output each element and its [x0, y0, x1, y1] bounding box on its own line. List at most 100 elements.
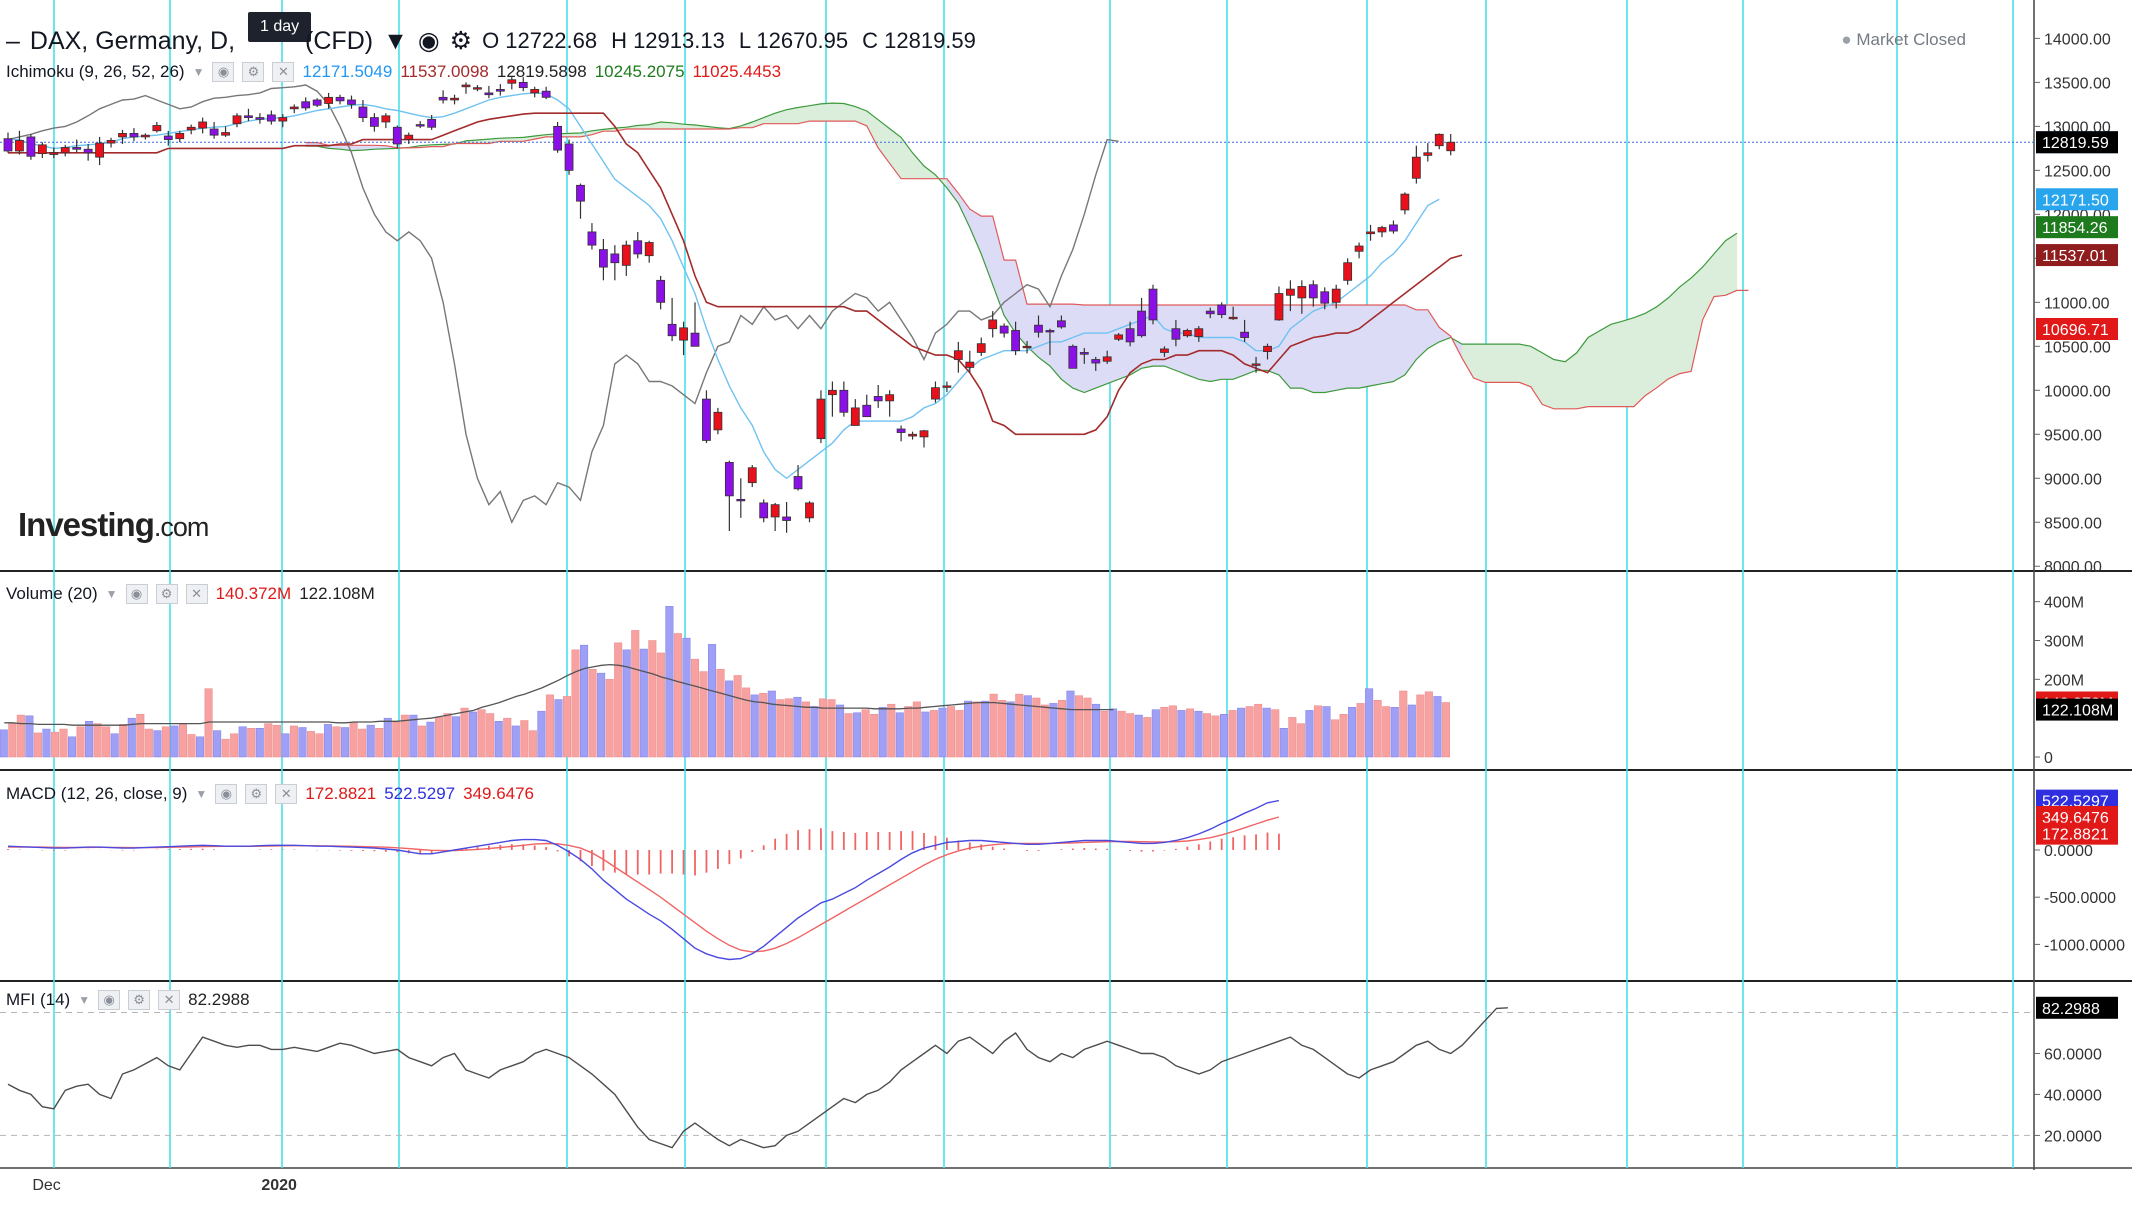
cloud-segment [1622, 317, 1635, 407]
cloud-segment [1370, 304, 1383, 387]
volume-bar [1023, 695, 1032, 758]
symbol-suffix: (CFD) [305, 26, 374, 55]
cloud-segment [1255, 304, 1268, 371]
volume-bar [221, 738, 230, 758]
price-label-text: 172.8821 [2042, 827, 2109, 844]
cloud-segment [1656, 297, 1669, 389]
candle [770, 502, 780, 532]
volume-bar [426, 721, 435, 758]
volume-bar [981, 700, 990, 758]
close-icon[interactable]: ✕ [272, 62, 295, 82]
candle [587, 223, 597, 250]
volume-bar [1382, 706, 1391, 758]
volume-bar [511, 725, 520, 758]
cloud-segment [1232, 304, 1245, 380]
volume-bar [400, 714, 409, 758]
axis-tick-label: 0.0000 [2044, 843, 2093, 860]
candle [599, 238, 608, 281]
volume-bar [725, 680, 734, 758]
chevron-down-icon[interactable]: ▼ [383, 26, 408, 55]
volume-bar [1271, 709, 1280, 758]
volume-bar [469, 711, 478, 758]
cloud-segment [1484, 343, 1497, 383]
candle [140, 133, 150, 140]
volume-bar [443, 713, 452, 758]
volume-bar [1040, 704, 1049, 758]
volume-bar [998, 700, 1007, 758]
candle [988, 311, 998, 338]
volume-bar [1399, 690, 1408, 758]
kijun-value: 11537.0098 [400, 62, 489, 81]
span-b-value: 11025.4453 [692, 62, 782, 81]
candle [1377, 225, 1387, 238]
candle [702, 390, 711, 444]
candle [106, 137, 116, 148]
gear-icon[interactable]: ⚙ [128, 990, 151, 1010]
chevron-down-icon[interactable]: ▼ [105, 587, 118, 601]
gear-icon[interactable]: ⚙ [449, 27, 473, 55]
volume-value: 140.372M [215, 584, 292, 603]
candle [1263, 343, 1272, 360]
candle [644, 240, 654, 263]
cloud-segment [820, 102, 833, 122]
volume-bar [921, 711, 930, 758]
volume-bar [1441, 702, 1450, 758]
volume-bar [1143, 717, 1152, 758]
volume-bar [76, 726, 85, 758]
gear-icon[interactable]: ⚙ [155, 584, 178, 604]
volume-bar [682, 637, 691, 758]
price-label-text: 122.108M [2042, 703, 2113, 720]
close-icon[interactable]: ✕ [185, 584, 208, 604]
cloud-segment [1095, 304, 1108, 389]
candle [862, 394, 872, 418]
eye-icon[interactable]: ◉ [417, 27, 440, 55]
candle [507, 77, 517, 90]
candle [1411, 145, 1421, 184]
volume-bar [315, 733, 324, 758]
candle [1160, 346, 1169, 357]
candle [1251, 356, 1261, 373]
candle [850, 399, 860, 426]
chevron-down-icon[interactable]: ▼ [195, 787, 208, 801]
volume-bar [434, 717, 443, 758]
eye-icon[interactable]: ◉ [215, 784, 238, 804]
volume-bar [1049, 703, 1058, 758]
candle [621, 240, 631, 276]
volume-bar [366, 724, 375, 758]
ohlc-o: O 12722.68 [482, 28, 598, 53]
close-icon[interactable]: ✕ [158, 990, 181, 1010]
candle [255, 113, 265, 124]
eye-icon[interactable]: ◉ [98, 990, 121, 1010]
candle [839, 381, 849, 417]
chevron-down-icon[interactable]: ▼ [192, 65, 205, 79]
chevron-down-icon[interactable]: ▼ [78, 993, 91, 1007]
cloud-segment [1335, 304, 1348, 391]
volume-bar [767, 690, 776, 758]
price-label: 12171.50 [2036, 188, 2118, 211]
volume-bar [878, 707, 887, 758]
volume-bar [716, 668, 725, 758]
volume-bar [0, 729, 8, 758]
candle [1022, 341, 1032, 354]
gear-icon[interactable]: ⚙ [242, 62, 265, 82]
volume-bar [230, 733, 239, 758]
volume-bar [93, 723, 102, 758]
close-icon[interactable]: ✕ [275, 784, 298, 804]
volume-bar [255, 728, 264, 758]
volume-bar [639, 648, 648, 758]
gear-icon[interactable]: ⚙ [245, 784, 268, 804]
eye-icon[interactable]: ◉ [212, 62, 235, 82]
candle [942, 381, 952, 393]
candle [118, 129, 127, 144]
eye-icon[interactable]: ◉ [125, 584, 148, 604]
candle [1125, 321, 1135, 347]
cloud-segment [809, 103, 822, 122]
volume-bar [409, 714, 418, 758]
candle [461, 82, 471, 94]
candle [793, 465, 803, 491]
volume-bar [1254, 703, 1263, 758]
collapse-icon[interactable]: – [6, 26, 20, 55]
axis-tick-label: 20.0000 [2044, 1128, 2102, 1145]
